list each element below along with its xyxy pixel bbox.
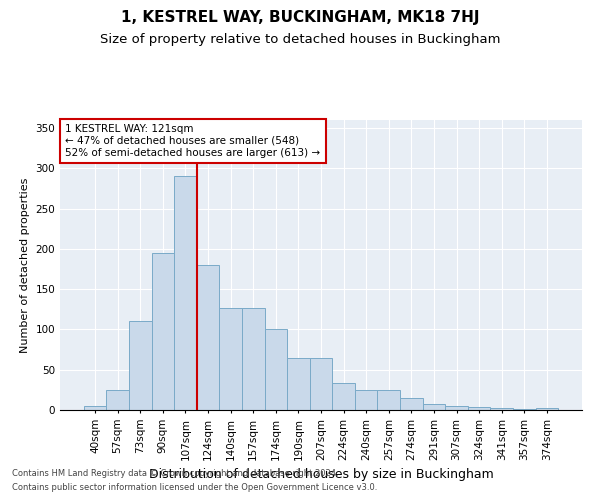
Bar [536,408,558,410]
Bar [377,390,400,410]
Bar [174,176,197,410]
Text: 1, KESTREL WAY, BUCKINGHAM, MK18 7HJ: 1, KESTREL WAY, BUCKINGHAM, MK18 7HJ [121,10,479,25]
Bar [84,406,106,410]
Bar [422,404,445,410]
Bar [513,409,536,410]
Text: Contains public sector information licensed under the Open Government Licence v3: Contains public sector information licen… [12,484,377,492]
Bar [468,407,490,410]
Text: Contains HM Land Registry data © Crown copyright and database right 2024.: Contains HM Land Registry data © Crown c… [12,468,338,477]
Bar [355,390,377,410]
Text: Size of property relative to detached houses in Buckingham: Size of property relative to detached ho… [100,32,500,46]
Bar [197,265,220,410]
Y-axis label: Number of detached properties: Number of detached properties [20,178,30,352]
Bar [445,406,468,410]
Bar [332,384,355,410]
Text: 1 KESTREL WAY: 121sqm
← 47% of detached houses are smaller (548)
52% of semi-det: 1 KESTREL WAY: 121sqm ← 47% of detached … [65,124,320,158]
Bar [129,322,152,410]
Bar [400,398,422,410]
Bar [242,308,265,410]
Bar [106,390,129,410]
X-axis label: Distribution of detached houses by size in Buckingham: Distribution of detached houses by size … [149,468,493,481]
Bar [310,358,332,410]
Bar [220,308,242,410]
Bar [490,408,513,410]
Bar [152,253,174,410]
Bar [265,330,287,410]
Bar [287,358,310,410]
